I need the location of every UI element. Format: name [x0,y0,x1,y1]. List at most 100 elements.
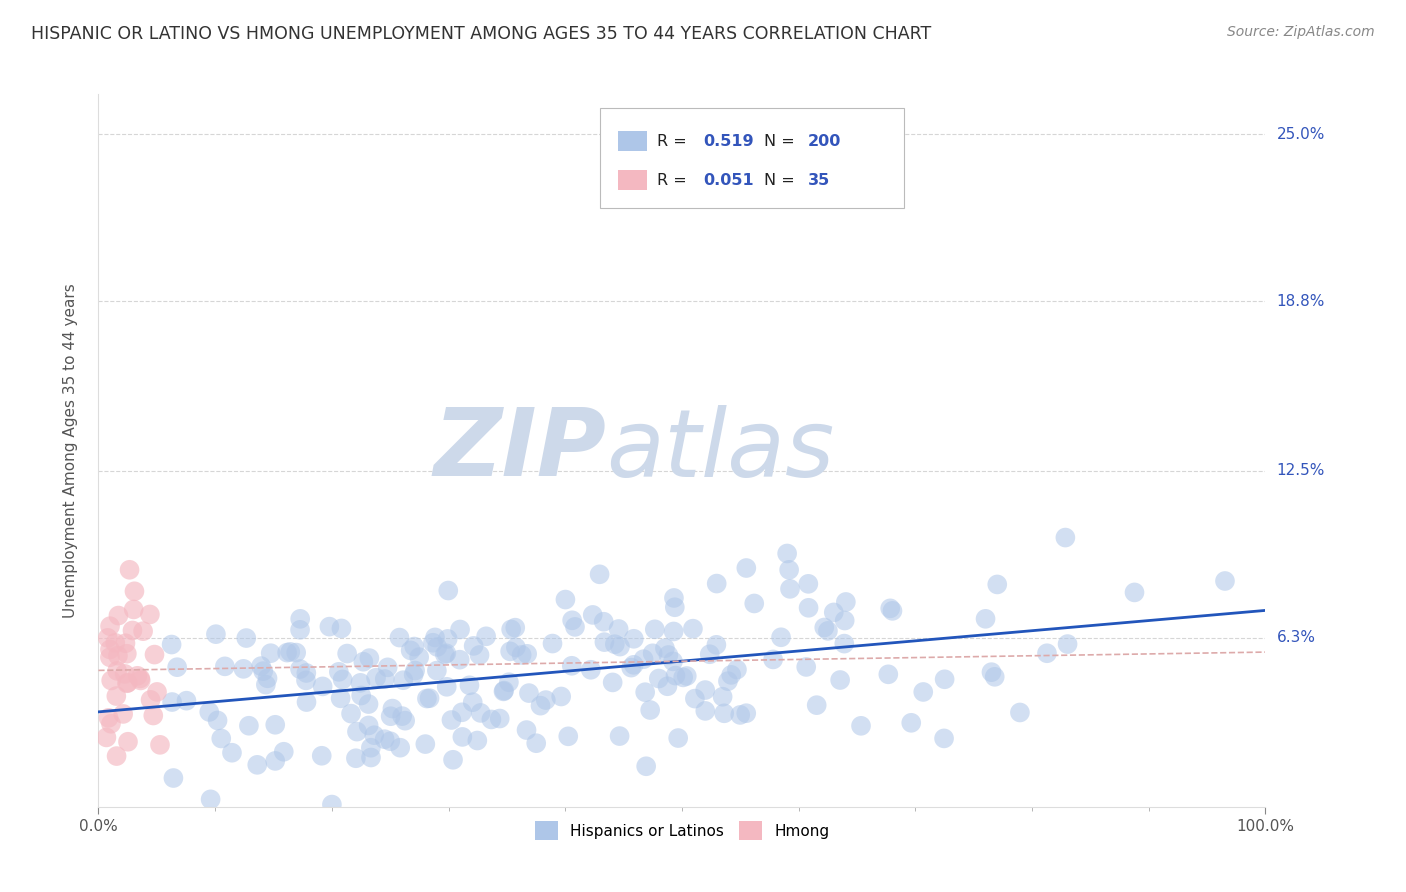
Y-axis label: Unemployment Among Ages 35 to 44 years: Unemployment Among Ages 35 to 44 years [63,283,77,618]
Point [806,698,828,713]
Point [900,715,922,730]
Point [146,685,169,699]
Point [357,718,380,732]
Point [458,678,481,692]
Point [579,663,602,677]
Point [634,685,657,699]
Point [124,584,146,599]
Point [735,706,758,721]
Text: HISPANIC OR LATINO VS HMONG UNEMPLOYMENT AMONG AGES 35 TO 44 YEARS CORRELATION C: HISPANIC OR LATINO VS HMONG UNEMPLOYMENT… [31,25,931,43]
Point [350,689,373,703]
Point [176,694,198,708]
Point [359,651,381,665]
Point [238,719,260,733]
Point [934,673,956,687]
Point [770,630,793,644]
Point [426,640,449,654]
Text: 18.8%: 18.8% [1277,293,1324,309]
Point [112,706,135,721]
Point [662,591,685,605]
Point [561,613,583,627]
Point [706,638,728,652]
Point [330,622,353,636]
Point [541,636,564,650]
Point [882,604,904,618]
Point [419,691,441,706]
Point [107,608,129,623]
Point [830,673,852,687]
Point [609,729,631,743]
Point [711,690,734,704]
Point [776,546,799,560]
Point [695,683,717,698]
Point [97,631,120,645]
Point [160,638,183,652]
Point [423,631,446,645]
Point [404,664,426,678]
Point [713,706,735,721]
Point [877,667,900,681]
Point [1123,585,1146,599]
Point [392,673,415,688]
Point [235,631,257,645]
Point [515,723,537,737]
Point [290,612,312,626]
Point [205,627,228,641]
Point [415,737,437,751]
Point [465,733,488,747]
Point [340,706,363,721]
Point [638,703,661,717]
Text: atlas: atlas [606,405,834,496]
Point [132,624,155,639]
Point [114,636,136,650]
Point [499,644,522,658]
Point [980,665,1002,680]
Point [114,666,136,681]
Point [416,691,439,706]
Point [98,650,121,665]
Point [742,597,765,611]
Point [1056,637,1078,651]
Point [100,716,122,731]
Point [706,576,728,591]
Point [475,629,498,643]
Text: 12.5%: 12.5% [1277,463,1324,478]
Point [657,679,679,693]
Point [139,607,162,622]
Point [311,679,333,693]
Point [603,637,626,651]
Point [96,731,118,745]
Point [470,706,492,720]
Point [592,615,614,629]
Point [118,563,141,577]
Point [433,648,456,662]
Point [380,734,402,748]
Point [440,713,463,727]
Point [436,680,458,694]
Point [1008,706,1031,720]
Point [232,662,254,676]
Point [582,607,605,622]
Point [974,612,997,626]
Text: 6.3%: 6.3% [1277,630,1316,645]
Point [695,704,717,718]
Point [97,711,120,725]
Point [278,645,301,659]
Point [129,673,152,688]
Point [835,595,858,609]
Point [288,623,311,637]
Point [129,671,152,685]
Legend: Hispanics or Latinos, Hmong: Hispanics or Latinos, Hmong [529,815,835,846]
Point [107,648,129,663]
Point [104,636,127,650]
Point [408,650,430,665]
Point [328,665,350,679]
Point [122,602,145,616]
Point [564,620,586,634]
Point [451,730,474,744]
Point [672,670,695,684]
Point [295,673,318,688]
Point [121,624,143,638]
Point [492,684,515,698]
Point [823,606,845,620]
